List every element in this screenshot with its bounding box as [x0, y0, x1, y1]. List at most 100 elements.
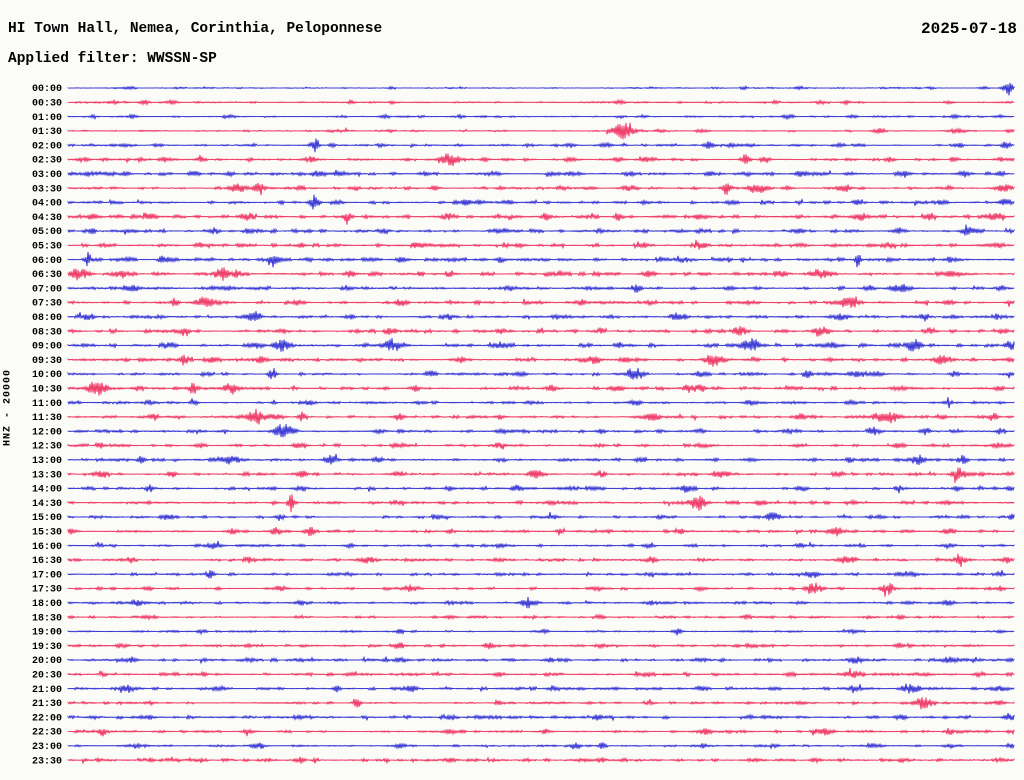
time-label: 04:00 — [32, 199, 62, 210]
trace-row-0130 — [67, 122, 1015, 140]
trace-row-0600 — [67, 251, 1015, 268]
time-label: 12:30 — [32, 442, 62, 453]
trace-row-0030 — [67, 98, 1015, 107]
time-label: 18:30 — [32, 613, 62, 624]
trace-row-1130 — [67, 408, 1015, 425]
trace-row-0500 — [67, 224, 1015, 236]
trace-row-2030 — [67, 667, 1015, 679]
trace-row-0200 — [67, 138, 1015, 153]
time-label: 19:00 — [32, 628, 62, 639]
date-label: 2025-07-18 — [920, 20, 1017, 38]
trace-row-0000 — [67, 82, 1015, 96]
trace-row-0730 — [67, 296, 1015, 308]
time-label: 13:30 — [32, 470, 62, 481]
time-label: 09:00 — [32, 342, 62, 353]
trace-row-1200 — [67, 424, 1015, 438]
trace-row-1730 — [67, 582, 1015, 597]
trace-row-1000 — [67, 367, 1015, 380]
time-label: 23:00 — [32, 742, 62, 753]
time-label: 22:30 — [32, 728, 62, 739]
trace-row-0900 — [67, 338, 1015, 352]
time-label: 19:30 — [32, 642, 62, 653]
trace-row-1300 — [67, 453, 1015, 466]
time-label: 20:00 — [32, 656, 62, 667]
trace-row-1400 — [67, 484, 1015, 494]
trace-row-1930 — [67, 641, 1015, 650]
trace-row-1600 — [67, 540, 1015, 550]
trace-row-2100 — [67, 683, 1015, 694]
station-title: HI Town Hall, Nemea, Corinthia, Peloponn… — [8, 21, 383, 37]
trace-row-0300 — [67, 169, 1015, 178]
time-label: 17:00 — [32, 570, 62, 581]
time-label: 18:00 — [32, 599, 62, 610]
trace-row-0830 — [67, 326, 1015, 337]
trace-row-1330 — [67, 467, 1015, 484]
time-label: 03:00 — [32, 170, 62, 181]
time-label: 14:30 — [32, 499, 62, 510]
time-label: 02:30 — [32, 156, 62, 167]
time-label: 10:30 — [32, 385, 62, 396]
trace-row-1700 — [67, 570, 1015, 579]
time-label: 08:30 — [32, 327, 62, 338]
trace-row-0530 — [67, 239, 1015, 250]
trace-row-0230 — [67, 153, 1015, 166]
time-label: 02:00 — [32, 141, 62, 152]
trace-row-1630 — [67, 553, 1015, 568]
time-label: 08:00 — [32, 313, 62, 324]
time-label: 12:00 — [32, 427, 62, 438]
time-label: 16:30 — [32, 556, 62, 567]
time-label: 23:30 — [32, 756, 62, 767]
time-label: 06:30 — [32, 270, 62, 281]
time-label: 07:30 — [32, 299, 62, 310]
trace-row-1230 — [67, 441, 1015, 450]
time-label: 21:00 — [32, 685, 62, 696]
trace-row-2300 — [67, 742, 1015, 750]
trace-row-1100 — [67, 397, 1015, 409]
time-label: 10:00 — [32, 370, 62, 381]
trace-row-2330 — [67, 756, 1015, 765]
trace-row-0330 — [67, 182, 1015, 196]
trace-row-1530 — [67, 526, 1015, 537]
time-label: 07:00 — [32, 284, 62, 295]
time-label: 01:30 — [32, 127, 62, 138]
time-label: 20:30 — [32, 671, 62, 682]
time-label: 15:00 — [32, 513, 62, 524]
time-label: 22:00 — [32, 713, 62, 724]
time-label: 05:30 — [32, 242, 62, 253]
filter-label: Applied filter: WWSSN-SP — [8, 51, 217, 67]
time-label: 16:00 — [32, 542, 62, 553]
time-label: 01:00 — [32, 113, 62, 124]
trace-row-0100 — [67, 113, 1015, 121]
time-label: 21:30 — [32, 699, 62, 710]
trace-row-2200 — [67, 712, 1015, 722]
trace-row-0400 — [67, 194, 1015, 210]
time-label: 00:00 — [32, 84, 62, 95]
trace-row-1500 — [67, 511, 1015, 521]
trace-row-2230 — [67, 727, 1015, 737]
time-label: 13:00 — [32, 456, 62, 467]
time-label: 11:30 — [32, 413, 62, 424]
trace-row-0700 — [67, 283, 1015, 293]
time-label: 11:00 — [32, 399, 62, 410]
time-label: 04:30 — [32, 213, 62, 224]
trace-row-2000 — [67, 655, 1015, 665]
time-label: 06:00 — [32, 256, 62, 267]
time-label: 00:30 — [32, 99, 62, 110]
trace-row-2130 — [67, 697, 1015, 710]
time-label: 09:30 — [32, 356, 62, 367]
time-label: 03:30 — [32, 184, 62, 195]
trace-row-0430 — [67, 212, 1015, 225]
trace-row-0800 — [67, 310, 1015, 322]
time-label: 17:30 — [32, 585, 62, 596]
trace-row-0930 — [67, 354, 1015, 367]
trace-row-1430 — [67, 494, 1015, 513]
trace-row-1900 — [67, 627, 1015, 636]
trace-row-1830 — [67, 613, 1015, 621]
time-label: 15:30 — [32, 528, 62, 539]
trace-row-0630 — [67, 267, 1015, 281]
trace-row-1030 — [67, 381, 1015, 396]
trace-row-1800 — [67, 596, 1015, 609]
time-label: 05:00 — [32, 227, 62, 238]
